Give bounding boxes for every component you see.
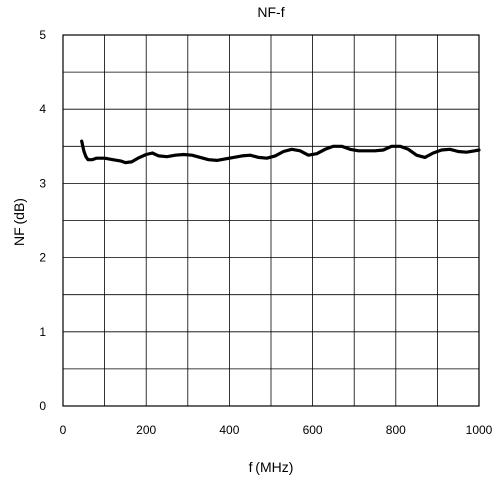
y-tick-label: 4 <box>39 102 46 116</box>
x-tick-label: 0 <box>60 423 67 437</box>
x-tick-label: 800 <box>386 423 406 437</box>
y-tick-label: 0 <box>39 399 46 413</box>
chart-title: NF-f <box>257 4 284 20</box>
x-tick-label: 600 <box>303 423 323 437</box>
x-tick-label: 400 <box>219 423 239 437</box>
x-tick-label: 1000 <box>466 423 493 437</box>
y-tick-label: 5 <box>39 28 46 42</box>
y-tick-label: 3 <box>39 176 46 190</box>
x-axis-title: f (MHz) <box>249 459 294 475</box>
y-axis-title: NF (dB) <box>11 198 27 246</box>
nf-series-line <box>80 139 481 165</box>
y-tick-label: 1 <box>39 325 46 339</box>
plot-frame <box>62 34 480 407</box>
y-tick-label: 2 <box>39 251 46 265</box>
x-tick-label: 200 <box>136 423 156 437</box>
plot-area: 0 200 400 600 800 1000 0 1 2 3 4 5 <box>39 28 492 437</box>
